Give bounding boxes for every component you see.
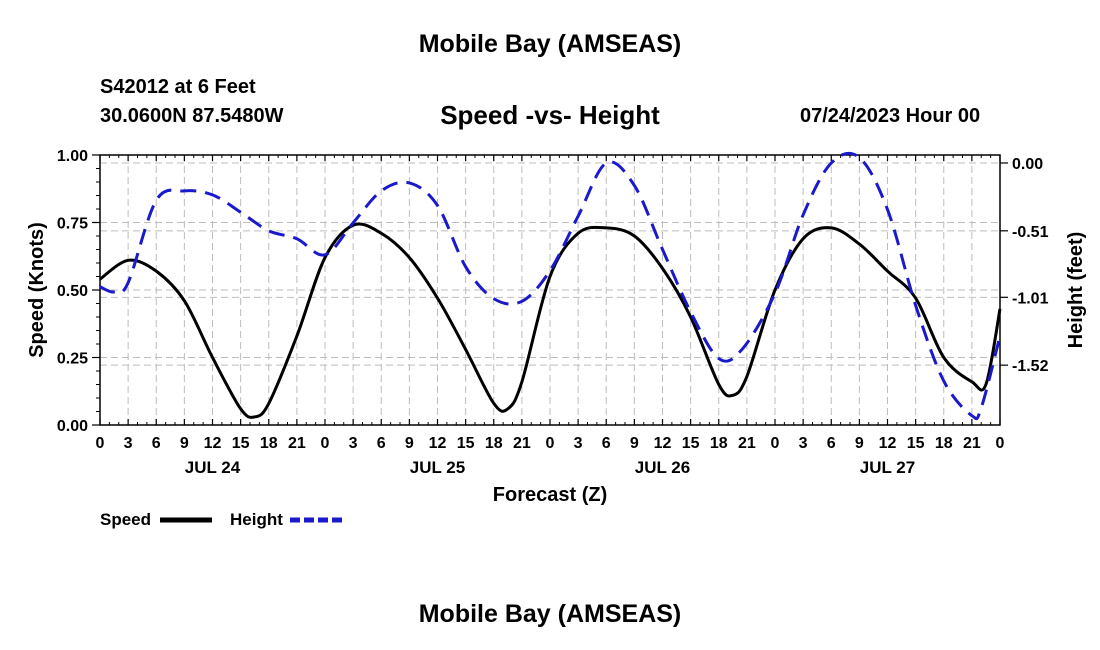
height-series-line (99, 151, 1002, 421)
x-tick-label: 15 (907, 435, 925, 452)
x-tick-label: 3 (574, 435, 583, 452)
axes: 0 3 6 9 12 15 18 21 0 3 6 9 12 15 18 21 0 3 6 9 12 15 18 21 0 3 6 9… (57, 148, 1049, 477)
x-tick-label: 21 (738, 435, 756, 452)
y-tick-label: 0.00 (57, 418, 88, 435)
x-tick-label: 6 (827, 435, 836, 452)
y2-tick-label: 0.00 (1012, 156, 1043, 173)
y2-tick-label: -0.51 (1012, 224, 1049, 241)
x-tick-label: 9 (180, 435, 189, 452)
x-tick-label: 12 (654, 435, 672, 452)
x-tick-label: 18 (260, 435, 278, 452)
x-tick-label: 18 (935, 435, 953, 452)
x-tick-label: 15 (682, 435, 700, 452)
x-tick-label: 3 (124, 435, 133, 452)
x-tick-label: 18 (710, 435, 728, 452)
speed-series-line (99, 222, 1002, 419)
y2-axis-label: Height (feet) (1065, 232, 1087, 349)
x-tick-label: 6 (602, 435, 611, 452)
x-tick-label: 0 (996, 435, 1005, 452)
legend-height-label: Height (230, 510, 283, 529)
x-tick-label: 15 (457, 435, 475, 452)
legend-speed-label: Speed (100, 510, 151, 529)
x-tick-label: 6 (377, 435, 386, 452)
x-tick-label: 9 (405, 435, 414, 452)
day-label: JUL 27 (860, 458, 915, 477)
x-tick-label: 21 (288, 435, 306, 452)
x-tick-label: 21 (963, 435, 981, 452)
grid-lines (100, 155, 1000, 425)
x-tick-label: 21 (513, 435, 531, 452)
x-tick-label: 0 (321, 435, 330, 452)
x-tick-label: 9 (855, 435, 864, 452)
chart-title: Speed -vs- Height (440, 100, 660, 130)
y-tick-label: 0.25 (57, 351, 88, 368)
x-tick-label: 3 (349, 435, 358, 452)
x-tick-label: 0 (546, 435, 555, 452)
y-tick-label: 0.75 (57, 216, 88, 233)
x-axis-label: Forecast (Z) (493, 484, 607, 506)
x-tick-label: 18 (485, 435, 503, 452)
x-tick-label: 12 (879, 435, 897, 452)
y2-tick-label: -1.52 (1012, 358, 1049, 375)
main-title: Mobile Bay (AMSEAS) (418, 30, 682, 58)
y2-tick-label: -1.01 (1012, 290, 1049, 307)
coordinates-label: 30.0600N 87.5480W (100, 105, 284, 127)
x-tick-label: 0 (96, 435, 105, 452)
x-tick-label: 15 (232, 435, 250, 452)
forecast-datetime: 07/24/2023 Hour 00 (800, 105, 981, 127)
y-axis-label: Speed (Knots) (26, 222, 48, 358)
day-label: JUL 25 (410, 458, 465, 477)
day-label: JUL 24 (185, 458, 241, 477)
station-label: S42012 at 6 Feet (100, 76, 256, 98)
x-tick-label: 9 (630, 435, 639, 452)
y-tick-label: 1.00 (57, 148, 88, 165)
x-tick-label: 0 (771, 435, 780, 452)
day-label: JUL 26 (635, 458, 690, 477)
legend: Speed Height (100, 510, 342, 529)
x-tick-label: 12 (429, 435, 447, 452)
speed-height-chart: 0 3 6 9 12 15 18 21 0 3 6 9 12 15 18 21 0 3 6 9 12 15 18 21 0 3 6 9… (26, 148, 1087, 529)
x-tick-label: 6 (152, 435, 161, 452)
bottom-title: Mobile Bay (AMSEAS) (418, 600, 682, 628)
x-tick-label: 12 (204, 435, 222, 452)
x-tick-label: 3 (799, 435, 808, 452)
y-tick-label: 0.50 (57, 283, 88, 300)
